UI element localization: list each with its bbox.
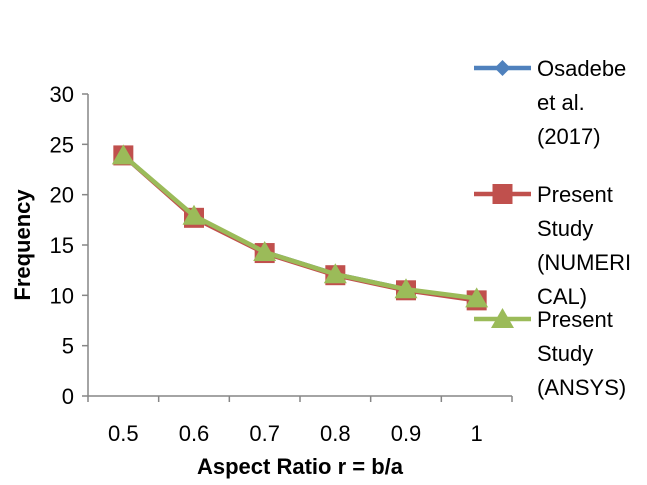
legend-label-line: et al.	[537, 90, 585, 115]
legend-label: Present Study (NUMERI CAL)	[537, 182, 631, 309]
y-tick-label: 15	[50, 233, 74, 258]
legend-label-line: Present	[537, 182, 613, 207]
legend-label-line: Study	[537, 341, 593, 366]
legend-label-line: (NUMERI	[537, 250, 631, 275]
y-tick-label: 0	[62, 384, 74, 409]
x-axis-ticks: 0.5 0.6 0.7 0.8 0.9 1	[87, 396, 513, 446]
y-axis-title: Frequency	[10, 189, 35, 301]
y-tick-label: 20	[50, 183, 74, 208]
series-2-line	[121, 153, 477, 303]
legend-item-2: Present Study (NUMERI CAL)	[474, 182, 631, 309]
x-axis-title: Aspect Ratio r = b/a	[197, 454, 404, 479]
series-3-point	[394, 278, 418, 299]
x-tick-label: 0.5	[108, 421, 139, 446]
y-tick-label: 10	[50, 283, 74, 308]
series-3-point	[465, 287, 489, 308]
x-tick-label: 0.7	[249, 421, 280, 446]
legend-label-line: Present	[537, 307, 613, 332]
legend-label-line: (ANSYS)	[537, 375, 626, 400]
legend-label-line: CAL)	[537, 284, 587, 309]
y-tick-label: 25	[50, 132, 74, 157]
legend-label: Present Study (ANSYS)	[537, 307, 626, 400]
series-3-point	[111, 144, 135, 165]
legend-item-1: Osadebe et al. (2017)	[474, 56, 626, 149]
series-1-line	[121, 153, 477, 302]
legend: Osadebe et al. (2017) Present Study (NUMERI CA…	[474, 56, 631, 400]
series-3-point	[253, 241, 277, 262]
legend-label: Osadebe et al. (2017)	[537, 56, 626, 149]
series-2	[113, 145, 487, 311]
legend-label-line: Osadebe	[537, 56, 626, 81]
legend-item-3: Present Study (ANSYS)	[474, 307, 626, 400]
legend-swatch-marker	[491, 308, 514, 328]
series-3-point	[182, 204, 206, 225]
legend-label-line: (2017)	[537, 124, 601, 149]
y-axis-ticks: 0 5 10 15 20 25 30	[50, 82, 88, 409]
x-tick-label: 0.6	[179, 421, 210, 446]
series-1	[115, 147, 485, 308]
series-3-line	[121, 153, 477, 301]
series-3	[111, 144, 489, 308]
y-tick-label: 5	[62, 334, 74, 359]
x-tick-label: 0.9	[391, 421, 422, 446]
x-tick-label: 0.8	[320, 421, 351, 446]
series-3-point	[323, 263, 347, 284]
legend-label-line: Study	[537, 216, 593, 241]
y-tick-label: 30	[50, 82, 74, 107]
x-tick-label: 1	[471, 421, 483, 446]
legend-swatch-marker	[494, 60, 511, 76]
legend-swatch-marker	[492, 184, 513, 204]
series-layer	[111, 144, 489, 311]
